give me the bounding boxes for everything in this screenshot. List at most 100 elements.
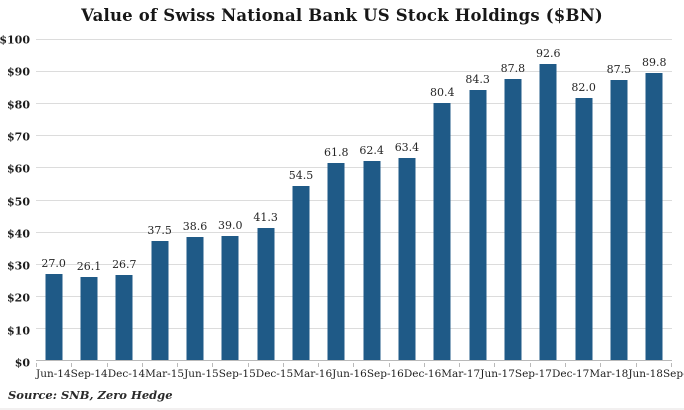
x-tick: [177, 363, 179, 367]
bar-value-label: 80.4: [430, 85, 455, 99]
bar-slot: 26.1: [71, 40, 106, 361]
bar-slot: 39.0: [213, 40, 248, 361]
bar-value-label: 87.5: [606, 63, 632, 77]
x-tick-label: Jun-17: [480, 368, 515, 380]
x-tick-label: Sep-15: [218, 368, 256, 380]
x-axis-labels: Jun-14 Sep-14 Dec-14 Mar-15 Jun-15 Sep-15 Dec-…: [36, 368, 684, 383]
bar: [327, 162, 345, 361]
bar-slot: 27.0: [36, 40, 71, 361]
bar-value-label: 38.6: [182, 220, 208, 234]
x-tick-label: Mar-16: [293, 368, 333, 380]
gridline: [36, 39, 672, 40]
x-tick: [71, 363, 73, 367]
bar-value-label: 37.5: [147, 223, 172, 237]
chart-title: Value of Swiss National Bank US Stock Ho…: [81, 6, 603, 25]
y-tick-label: $0: [14, 356, 30, 370]
bar-slot: 84.3: [460, 40, 495, 361]
bar-slot: 89.8: [637, 40, 672, 361]
y-tick-label: $100: [0, 33, 30, 47]
x-tick-label: Mar-18: [589, 368, 629, 380]
x-tick: [459, 363, 461, 367]
bar-value-label: 26.1: [76, 260, 102, 274]
plot-area: 27.0 26.1 26.7 37.5 38.6 39.0 41.3 54.5 61.8 62.4…: [36, 39, 672, 361]
x-tick: [635, 363, 637, 367]
bar-value-label: 92.6: [536, 46, 561, 60]
x-tick-label: Sep-18: [662, 368, 684, 380]
x-axis-baseline: [36, 360, 672, 361]
bar: [504, 79, 522, 361]
bar-value-label: 84.3: [465, 73, 490, 87]
bar: [363, 160, 381, 361]
x-tick: [106, 363, 108, 367]
y-tick-label: $70: [7, 130, 30, 144]
bar-value-label: 89.8: [641, 55, 667, 69]
x-tick-label: Dec-15: [255, 368, 294, 380]
x-tick: [212, 363, 214, 367]
x-tick: [564, 363, 566, 367]
bar: [257, 228, 275, 361]
gridline: [36, 295, 672, 297]
bar: [45, 274, 63, 361]
bar: [575, 97, 593, 361]
x-tick: [141, 363, 143, 367]
y-tick-label: $60: [7, 162, 30, 176]
bar-slot: 80.4: [425, 40, 460, 361]
y-tick-label: $80: [7, 98, 30, 112]
x-tick-label: Dec-16: [403, 368, 442, 380]
gridline: [36, 167, 672, 169]
x-tick-label: Mar-17: [441, 368, 481, 380]
bar-value-label: 26.7: [112, 258, 137, 272]
bar-slot: 26.7: [107, 40, 142, 361]
x-tick: [247, 363, 249, 367]
x-tick-label: Sep-14: [70, 368, 108, 380]
x-tick-label: Jun-18: [628, 368, 663, 380]
gridline: [36, 263, 672, 265]
x-tick: [529, 363, 531, 367]
x-tick-label: Jun-16: [332, 368, 367, 380]
bar-slot: 87.5: [601, 40, 636, 361]
bar: [115, 275, 133, 361]
bars-row: 27.0 26.1 26.7 37.5 38.6 39.0 41.3 54.5 61.8 62.4…: [36, 40, 672, 361]
bar: [398, 157, 416, 361]
bar-value-label: 54.5: [288, 169, 314, 183]
x-tick: [670, 363, 672, 367]
x-tick: [494, 363, 496, 367]
gridline: [36, 199, 672, 201]
bar-value-label: 87.8: [500, 62, 526, 76]
gridline: [36, 103, 672, 105]
x-tick: [282, 363, 284, 367]
bar: [221, 235, 239, 361]
x-tick: [600, 363, 602, 367]
bar: [80, 277, 98, 361]
bar-value-label: 63.4: [394, 140, 420, 154]
bar-slot: 92.6: [531, 40, 566, 361]
gridline: [36, 231, 672, 233]
gridline: [36, 327, 672, 329]
source-note: Source: SNB, Zero Hedge: [8, 388, 173, 402]
x-tick-label: Dec-17: [551, 368, 590, 380]
bar: [645, 72, 663, 361]
x-tick: [388, 363, 390, 367]
y-tick-label: $30: [7, 259, 30, 273]
x-tick-label: Dec-14: [107, 368, 146, 380]
x-tick-label: Sep-17: [514, 368, 552, 380]
x-axis-ticks: [36, 363, 672, 367]
x-tick-label: Jun-15: [184, 368, 219, 380]
bar: [151, 240, 169, 361]
bar-slot: 38.6: [177, 40, 212, 361]
y-tick-label: $20: [7, 291, 30, 305]
x-tick-label: Mar-15: [145, 368, 185, 380]
y-tick-label: $10: [7, 324, 30, 338]
bar-slot: 61.8: [319, 40, 354, 361]
bar-value-label: 27.0: [41, 257, 66, 271]
bar-value-label: 61.8: [324, 145, 349, 159]
bar: [433, 102, 451, 361]
bar: [186, 237, 204, 361]
bar-slot: 82.0: [566, 40, 601, 361]
y-tick-label: $50: [7, 195, 30, 208]
gridline: [36, 135, 672, 137]
y-tick-label: $40: [7, 227, 30, 241]
bar-slot: 62.4: [354, 40, 389, 361]
bar: [610, 80, 628, 361]
